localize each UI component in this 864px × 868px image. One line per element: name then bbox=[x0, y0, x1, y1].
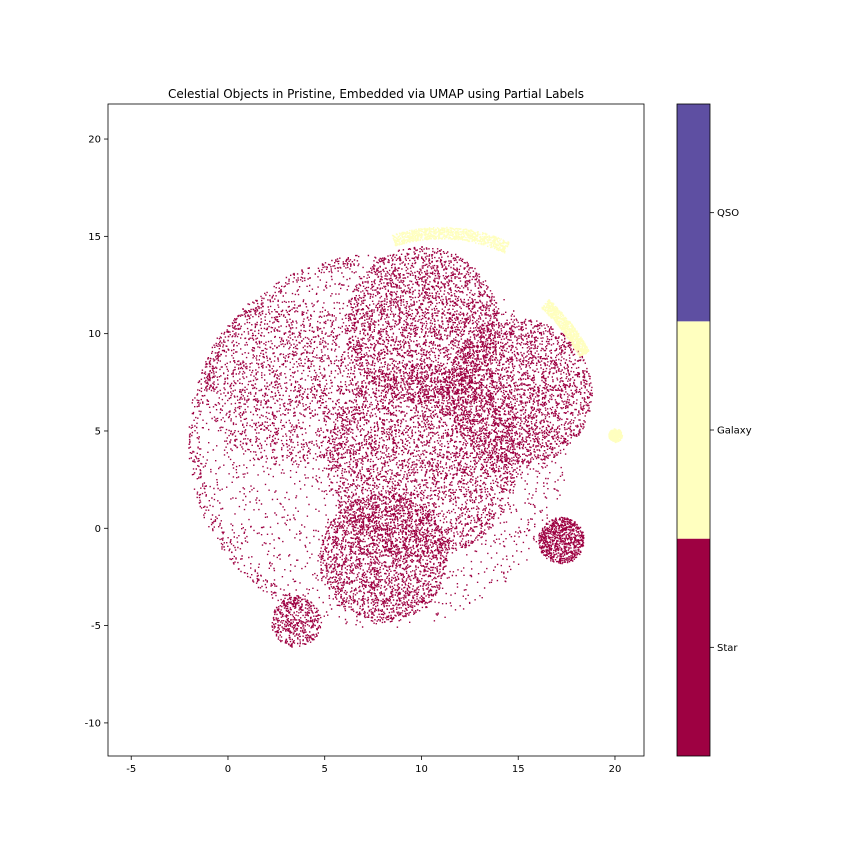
series-galaxy bbox=[391, 226, 624, 444]
colorbar-frame bbox=[676, 103, 711, 757]
colorbar-label: Galaxy bbox=[717, 426, 752, 437]
x-tick-label: 20 bbox=[609, 764, 622, 775]
chart-title: Celestial Objects in Pristine, Embedded … bbox=[168, 87, 584, 101]
colorbar-segment-galaxy bbox=[677, 321, 710, 539]
x-tick-label: 10 bbox=[415, 764, 428, 775]
colorbar-segment-star bbox=[677, 538, 710, 756]
x-tick-label: 15 bbox=[512, 764, 525, 775]
colorbar: Star Galaxy QSO bbox=[676, 103, 752, 757]
x-axis: -5 0 5 10 15 20 bbox=[126, 756, 621, 775]
y-tick-label: -5 bbox=[91, 621, 101, 632]
scatter-point bbox=[391, 226, 624, 444]
y-tick-label: 10 bbox=[88, 329, 101, 340]
colorbar-segment-qso bbox=[677, 104, 710, 322]
y-tick-label: 0 bbox=[95, 524, 101, 535]
x-tick-label: 5 bbox=[322, 764, 328, 775]
x-tick-label: -5 bbox=[126, 764, 136, 775]
y-tick-label: 5 bbox=[95, 426, 101, 437]
y-tick-label: -10 bbox=[85, 718, 101, 729]
scatter-point bbox=[188, 246, 593, 648]
plot-frame bbox=[107, 103, 645, 757]
colorbar-label: QSO bbox=[717, 208, 739, 219]
y-axis: -10 -5 0 5 10 15 20 bbox=[85, 135, 108, 729]
series-star bbox=[188, 246, 593, 648]
x-tick-label: 0 bbox=[225, 764, 231, 775]
scatter-points bbox=[188, 226, 624, 648]
y-tick-label: 15 bbox=[88, 232, 101, 243]
y-tick-label: 20 bbox=[88, 135, 101, 146]
colorbar-label: Star bbox=[717, 643, 738, 654]
